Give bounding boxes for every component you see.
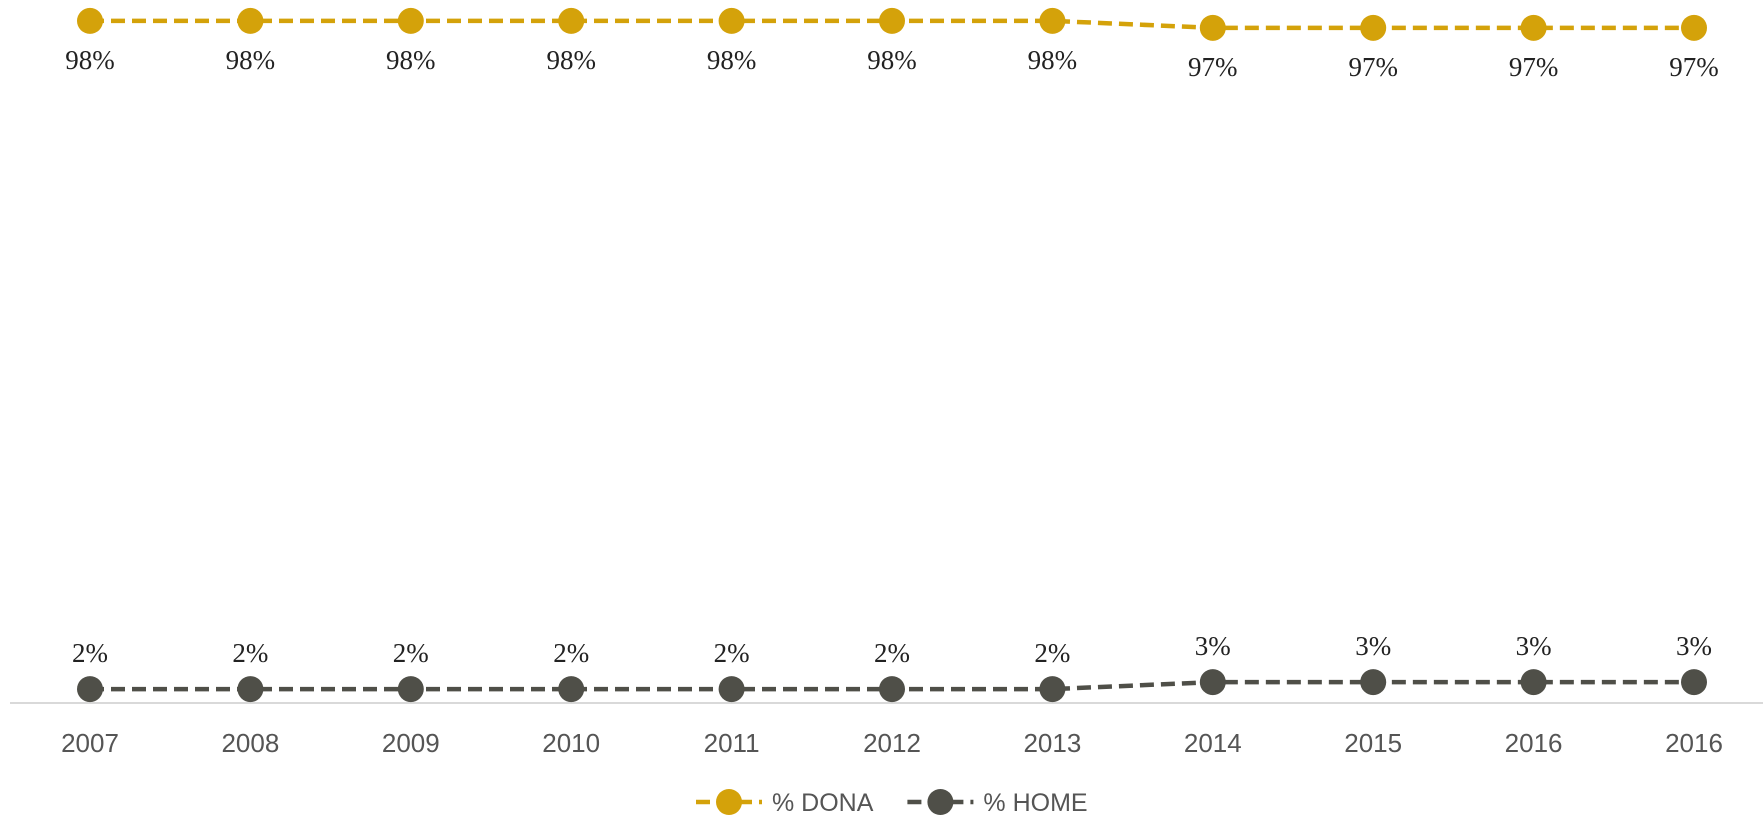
- data-label: 2%: [874, 638, 910, 668]
- data-point: [718, 7, 745, 34]
- x-tick-label: 2009: [382, 728, 440, 758]
- legend-label: % HOME: [983, 789, 1087, 816]
- x-tick-label: 2015: [1344, 728, 1402, 758]
- data-point: [1360, 669, 1387, 696]
- x-tick-label: 2012: [863, 728, 921, 758]
- data-point: [237, 676, 264, 703]
- data-point: [1039, 676, 1066, 703]
- data-point: [77, 7, 103, 34]
- x-tick-label: 2008: [221, 728, 279, 758]
- data-point: [1199, 669, 1226, 696]
- data-label: 97%: [1509, 52, 1559, 82]
- data-point: [879, 676, 905, 703]
- data-point: [77, 676, 103, 703]
- x-tick-label: 2016: [1505, 728, 1563, 758]
- x-tick-label: 2016: [1665, 728, 1723, 758]
- data-label: 2%: [553, 638, 589, 668]
- data-point: [397, 676, 424, 703]
- data-label: 2%: [1034, 638, 1070, 668]
- data-point: [879, 7, 905, 34]
- data-label: 2%: [714, 638, 750, 668]
- data-label: 97%: [1348, 52, 1398, 82]
- data-label: 98%: [867, 45, 917, 75]
- data-label: 3%: [1195, 631, 1231, 661]
- data-point: [718, 676, 745, 703]
- data-label: 98%: [546, 45, 596, 75]
- data-label: 3%: [1676, 631, 1712, 661]
- data-point: [1681, 669, 1707, 696]
- data-point: [1520, 669, 1547, 696]
- data-label: 2%: [393, 638, 429, 668]
- data-point: [1681, 14, 1707, 41]
- data-label: 3%: [1516, 631, 1552, 661]
- data-point: [1520, 14, 1547, 41]
- data-point: [1039, 7, 1066, 34]
- data-label: 2%: [232, 638, 268, 668]
- data-label: 98%: [226, 45, 276, 75]
- data-label: 3%: [1355, 631, 1391, 661]
- data-point: [558, 676, 585, 703]
- x-tick-label: 2010: [542, 728, 600, 758]
- legend-marker: [716, 789, 742, 815]
- data-point: [1360, 14, 1387, 41]
- data-label: 98%: [65, 45, 115, 75]
- data-label: 97%: [1669, 52, 1719, 82]
- data-label: 2%: [72, 638, 108, 668]
- x-tick-label: 2013: [1023, 728, 1081, 758]
- x-tick-label: 2007: [61, 728, 119, 758]
- data-point: [237, 7, 264, 34]
- data-label: 98%: [707, 45, 757, 75]
- data-label: 97%: [1188, 52, 1238, 82]
- data-point: [1199, 14, 1226, 41]
- data-label: 98%: [1028, 45, 1078, 75]
- legend-label: % DONA: [772, 789, 874, 816]
- data-point: [558, 7, 585, 34]
- x-tick-label: 2014: [1184, 728, 1242, 758]
- legend-marker: [927, 789, 954, 815]
- x-tick-label: 2011: [704, 728, 760, 758]
- data-label: 98%: [386, 45, 436, 75]
- data-point: [397, 7, 424, 34]
